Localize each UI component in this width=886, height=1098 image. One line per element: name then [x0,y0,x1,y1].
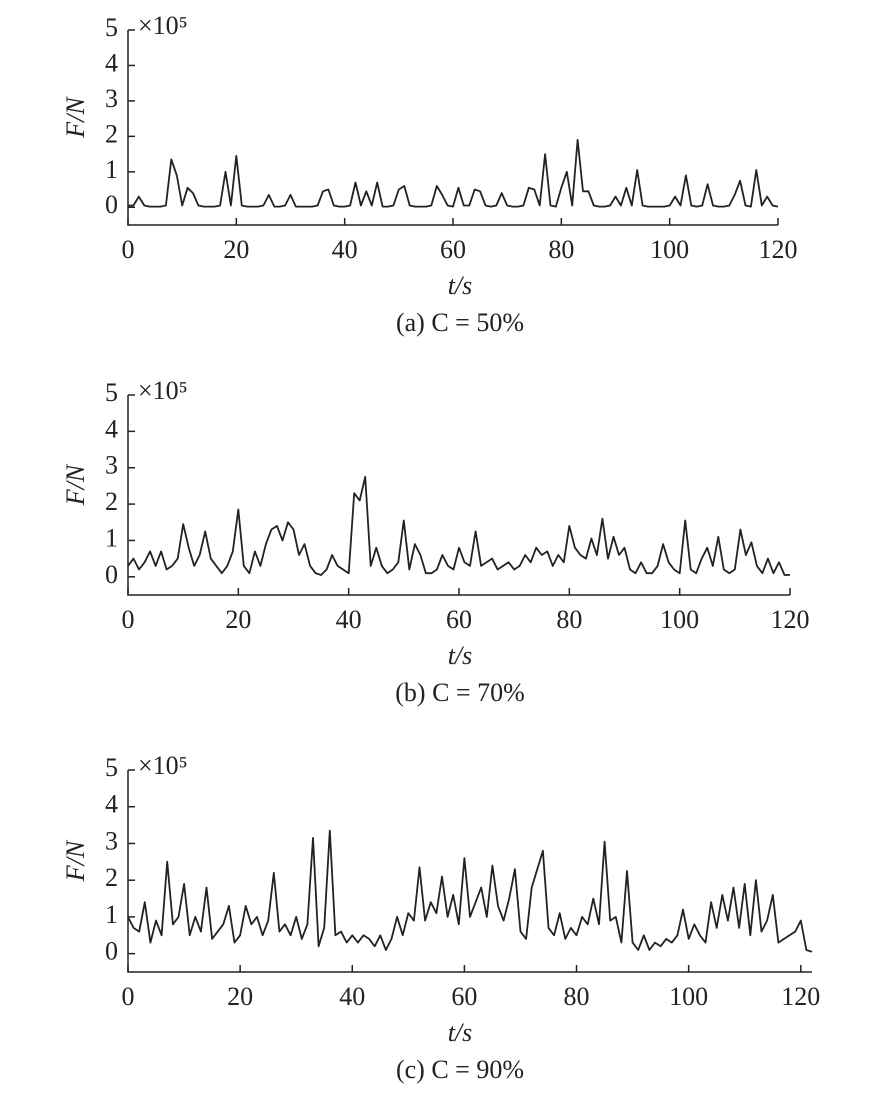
y-tick-label: 0 [105,190,118,219]
x-tick-label: 100 [650,235,689,264]
x-tick-label: 60 [446,605,472,634]
y-tick-label: 4 [105,414,118,443]
x-tick-label: 80 [564,982,590,1011]
x-tick-label: 40 [339,982,365,1011]
y-tick-label: 5 [105,378,118,407]
y-axis-label: F/N [61,463,90,506]
data-line [127,829,813,953]
y-tick-label: 2 [105,487,118,516]
x-tick-label: 40 [332,235,358,264]
x-tick-label: 80 [548,235,574,264]
x-tick-label: 0 [122,982,135,1011]
panel: 0 1 2 3 4 5 0 20 40 60 80 100 120 ×10⁵ F/N t/s (c) C = 9… [61,751,820,1084]
y-tick-label: 2 [105,863,118,892]
y-tick-label: 3 [105,451,118,480]
y-tick-label: 5 [105,753,118,782]
y-tick-label: 4 [105,790,118,819]
caption: (c) C = 90% [396,1055,524,1084]
y-tick-label: 1 [105,155,118,184]
x-tick-label: 120 [771,605,810,634]
caption: (a) C = 50% [396,308,524,337]
x-tick-label: 20 [225,605,251,634]
x-tick-label: 20 [227,982,253,1011]
x-tick-label: 60 [451,982,477,1011]
x-axis-label: t/s [448,1018,473,1047]
x-axis-label: t/s [448,271,473,300]
data-line [127,475,790,576]
x-tick-label: 0 [122,605,135,634]
data-line [128,139,779,208]
y-tick-label: 1 [105,900,118,929]
x-axis-label: t/s [448,641,473,670]
y-axis-label: F/N [61,96,90,139]
y-tick-label: 1 [105,523,118,552]
y-axis-label: F/N [61,839,90,882]
x-tick-label: 0 [122,235,135,264]
x-tick-label: 120 [781,982,820,1011]
x-tick-label: 20 [223,235,249,264]
y-tick-label: 3 [105,826,118,855]
x-tick-label: 80 [556,605,582,634]
y-multiplier: ×10⁵ [138,751,188,780]
y-multiplier: ×10⁵ [138,11,188,40]
y-tick-label: 0 [105,937,118,966]
x-tick-label: 100 [669,982,708,1011]
y-tick-label: 3 [105,84,118,113]
y-multiplier: ×10⁵ [138,376,188,405]
axes [127,30,778,226]
y-tick-label: 4 [105,48,118,77]
x-tick-label: 100 [660,605,699,634]
y-tick-label: 0 [105,560,118,589]
panel: 0 1 2 3 4 5 0 20 40 60 80 100 120 ×10⁵ F/N t/s (a) C = 5… [61,11,798,337]
x-tick-label: 60 [440,235,466,264]
axes [127,770,812,973]
caption: (b) C = 70% [395,678,524,707]
y-tick-label: 2 [105,119,118,148]
y-tick-label: 5 [105,13,118,42]
x-tick-label: 120 [759,235,798,264]
panel: 0 1 2 3 4 5 0 20 40 60 80 100 120 ×10⁵ F/N t/s (b) C = 7… [61,376,810,707]
x-tick-label: 40 [336,605,362,634]
